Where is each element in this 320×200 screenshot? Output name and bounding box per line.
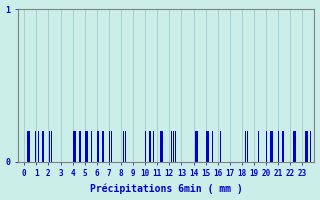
Bar [85,131,86,162]
Bar [294,131,295,162]
Bar [97,131,98,162]
Bar [38,131,39,162]
Bar [282,131,283,162]
Bar [157,131,158,162]
Bar [220,131,221,162]
Bar [74,131,75,162]
Bar [43,131,44,162]
Bar [109,131,110,162]
Bar [28,131,29,162]
Bar [51,131,52,162]
X-axis label: Précipitations 6min ( mm ): Précipitations 6min ( mm ) [90,184,243,194]
Bar [247,131,248,162]
Bar [283,131,284,162]
Bar [245,131,246,162]
Bar [98,131,99,162]
Bar [197,131,198,162]
Bar [86,131,87,162]
Bar [75,131,76,162]
Bar [76,131,77,162]
Bar [266,131,267,162]
Bar [161,131,162,162]
Bar [151,131,152,162]
Bar [29,131,30,162]
Bar [272,131,273,162]
Bar [295,131,296,162]
Bar [271,131,272,162]
Bar [175,131,176,162]
Bar [73,131,74,162]
Bar [208,131,209,162]
Bar [153,131,154,162]
Bar [305,131,306,162]
Bar [80,131,81,162]
Bar [79,131,80,162]
Bar [173,131,174,162]
Bar [258,131,259,162]
Bar [194,131,195,162]
Bar [211,131,212,162]
Bar [111,131,112,162]
Bar [207,131,208,162]
Bar [36,131,37,162]
Bar [42,131,43,162]
Bar [162,131,163,162]
Bar [123,131,124,162]
Bar [196,131,197,162]
Bar [160,131,161,162]
Bar [90,131,91,162]
Bar [150,131,151,162]
Bar [149,131,150,162]
Bar [91,131,92,162]
Bar [278,131,279,162]
Bar [270,131,271,162]
Bar [41,131,42,162]
Bar [281,131,282,162]
Bar [306,131,307,162]
Bar [87,131,88,162]
Bar [103,131,104,162]
Bar [195,131,196,162]
Bar [49,131,50,162]
Bar [27,131,28,162]
